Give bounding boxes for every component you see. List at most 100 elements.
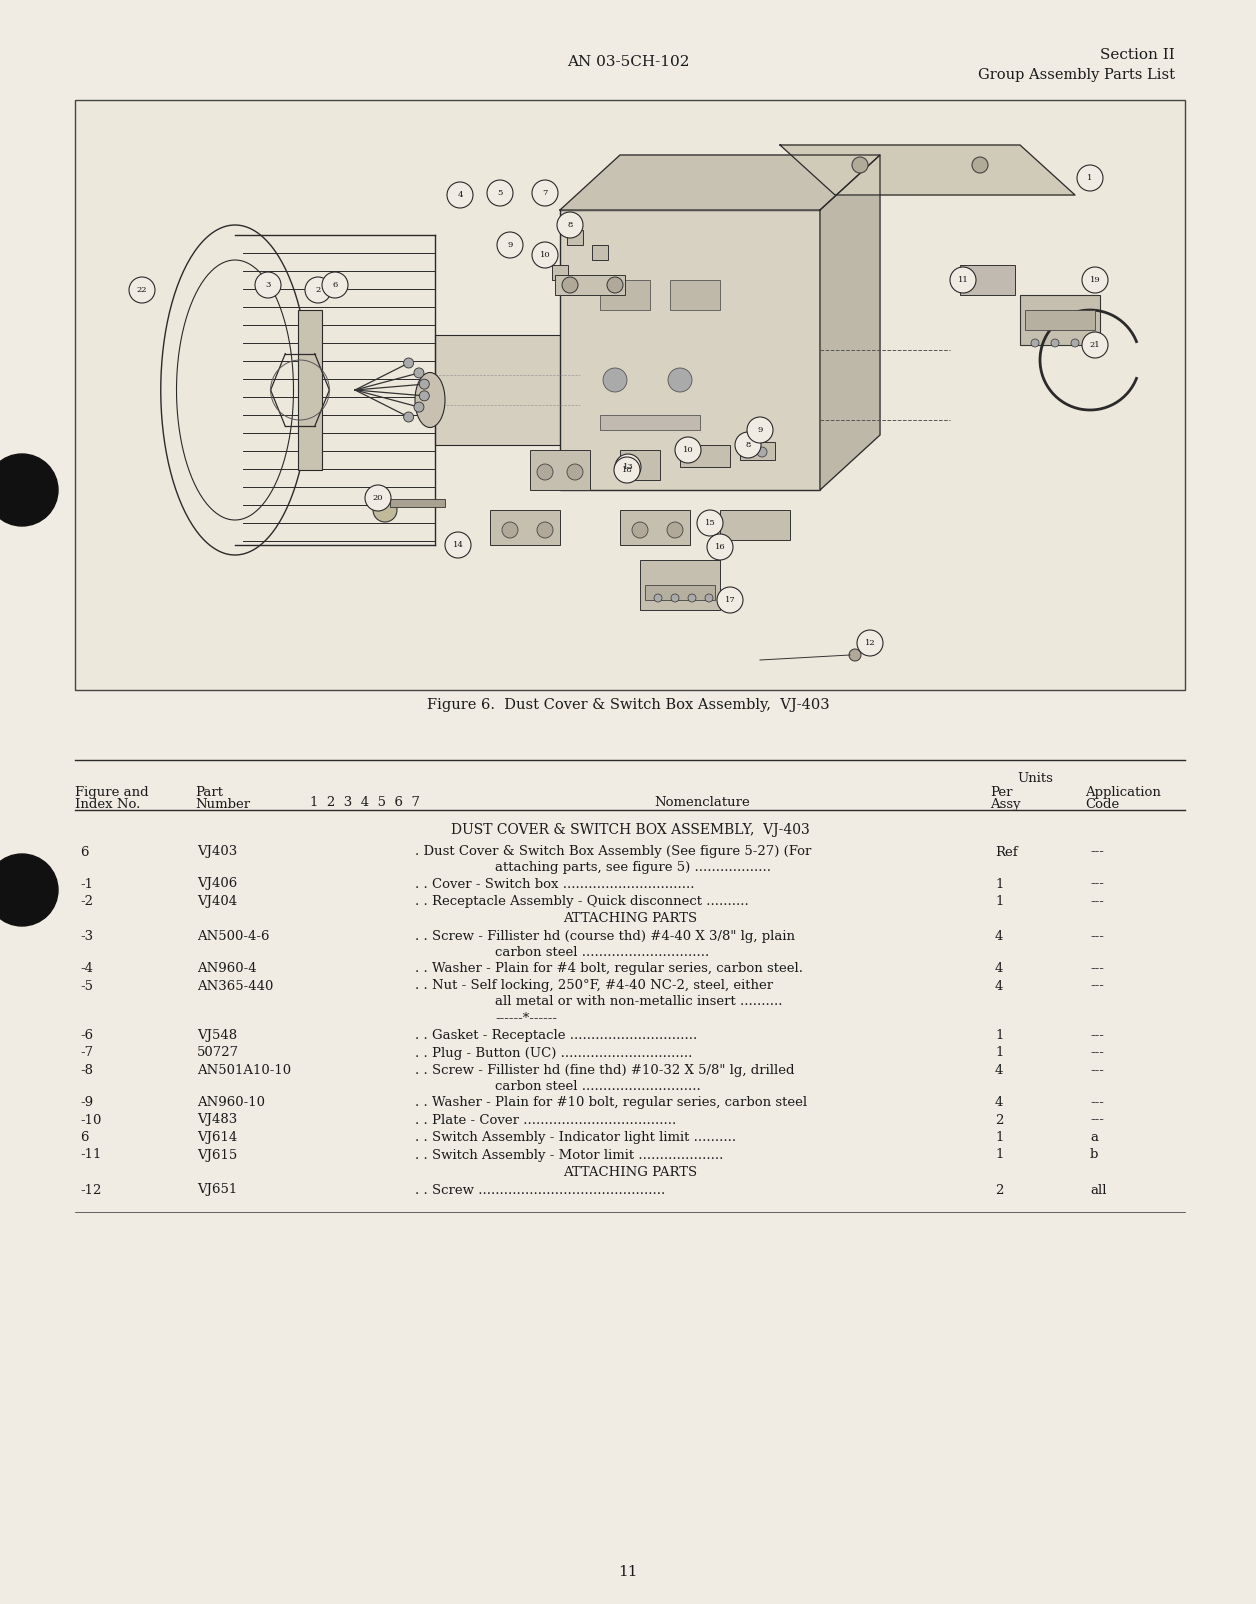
Text: 1: 1	[995, 1030, 1004, 1043]
Ellipse shape	[414, 372, 445, 428]
Circle shape	[414, 403, 425, 412]
Bar	[566, 229, 583, 245]
Text: . . Receptacle Assembly - Quick disconnect ..........: . . Receptacle Assembly - Quick disconne…	[414, 895, 749, 908]
Text: VJ615: VJ615	[197, 1148, 237, 1161]
Circle shape	[671, 593, 679, 602]
Circle shape	[1081, 266, 1108, 294]
Text: 6: 6	[80, 1131, 88, 1144]
Text: -8: -8	[80, 1063, 93, 1076]
Text: -5: -5	[80, 980, 93, 993]
Text: 21: 21	[1090, 342, 1100, 350]
Text: 4: 4	[995, 930, 1004, 943]
Text: DUST COVER & SWITCH BOX ASSEMBLY,  VJ-403: DUST COVER & SWITCH BOX ASSEMBLY, VJ-403	[451, 823, 809, 837]
Text: . . Nut - Self locking, 250°F, #4-40 NC-2, steel, either: . . Nut - Self locking, 250°F, #4-40 NC-…	[414, 980, 774, 993]
Text: Units: Units	[1017, 772, 1053, 784]
Text: 1: 1	[1088, 173, 1093, 181]
Text: carbon steel ..............................: carbon steel ...........................…	[495, 945, 710, 959]
Circle shape	[566, 464, 583, 480]
Bar	[641, 560, 720, 610]
Bar	[530, 451, 590, 489]
Bar	[592, 245, 608, 260]
Bar	[391, 499, 445, 507]
Text: 14: 14	[452, 541, 463, 549]
Text: Assy: Assy	[990, 799, 1021, 812]
Circle shape	[614, 457, 641, 483]
Circle shape	[857, 630, 883, 656]
Polygon shape	[560, 156, 880, 210]
Bar	[435, 335, 580, 444]
Text: all: all	[1090, 1184, 1107, 1197]
Text: 2: 2	[315, 286, 320, 294]
Circle shape	[717, 587, 744, 613]
Circle shape	[365, 484, 391, 512]
Text: 16: 16	[715, 544, 725, 552]
Text: Nomenclature: Nomenclature	[654, 796, 750, 808]
Text: 4: 4	[457, 191, 462, 199]
Text: Group Assembly Parts List: Group Assembly Parts List	[978, 67, 1176, 82]
Text: 9: 9	[757, 427, 762, 435]
Text: 10: 10	[683, 446, 693, 454]
Text: -1: -1	[80, 877, 93, 890]
Circle shape	[950, 266, 976, 294]
Text: VJ406: VJ406	[197, 877, 237, 890]
Bar	[720, 510, 790, 541]
Bar	[600, 415, 700, 430]
Circle shape	[735, 431, 761, 459]
Text: . . Plate - Cover ....................................: . . Plate - Cover ......................…	[414, 1113, 676, 1126]
Text: . . Screw - Fillister hd (fine thd) #10-32 X 5/8" lg, drilled: . . Screw - Fillister hd (fine thd) #10-…	[414, 1063, 795, 1076]
Text: b: b	[1090, 1148, 1099, 1161]
Text: 6: 6	[333, 281, 338, 289]
Text: 15: 15	[705, 520, 716, 528]
Circle shape	[1081, 332, 1108, 358]
Bar	[490, 510, 560, 545]
Text: . . Plug - Button (UC) ...............................: . . Plug - Button (UC) .................…	[414, 1046, 692, 1060]
Circle shape	[972, 157, 988, 173]
Text: a: a	[1090, 1131, 1098, 1144]
Text: ---: ---	[1090, 895, 1104, 908]
Text: VJ614: VJ614	[197, 1131, 237, 1144]
Text: 10: 10	[540, 250, 550, 258]
Circle shape	[688, 593, 696, 602]
Circle shape	[445, 533, 471, 558]
Text: ---: ---	[1090, 930, 1104, 943]
Text: AN500-4-6: AN500-4-6	[197, 930, 270, 943]
Text: -10: -10	[80, 1113, 102, 1126]
Text: AN960-4: AN960-4	[197, 962, 256, 975]
Text: 11: 11	[957, 276, 968, 284]
Text: ---: ---	[1090, 980, 1104, 993]
Text: 1: 1	[995, 895, 1004, 908]
Text: . . Switch Assembly - Indicator light limit ..........: . . Switch Assembly - Indicator light li…	[414, 1131, 736, 1144]
Text: . . Screw ............................................: . . Screw ..............................…	[414, 1184, 666, 1197]
Bar	[75, 99, 1184, 690]
Circle shape	[255, 273, 281, 298]
Text: VJ403: VJ403	[197, 845, 237, 858]
Circle shape	[129, 277, 154, 303]
Bar	[740, 443, 775, 460]
Circle shape	[0, 853, 58, 926]
Circle shape	[603, 367, 627, 391]
Text: . . Screw - Fillister hd (course thd) #4-40 X 3/8" lg, plain: . . Screw - Fillister hd (course thd) #4…	[414, 930, 795, 943]
Circle shape	[420, 391, 430, 401]
Bar	[560, 210, 820, 489]
Bar	[298, 310, 322, 470]
Bar	[960, 265, 1015, 295]
Text: 1: 1	[995, 877, 1004, 890]
Circle shape	[705, 593, 713, 602]
Circle shape	[615, 454, 641, 480]
Circle shape	[538, 521, 553, 537]
Circle shape	[502, 521, 517, 537]
Text: 1: 1	[995, 1046, 1004, 1060]
Text: AN 03-5CH-102: AN 03-5CH-102	[566, 55, 690, 69]
Circle shape	[305, 277, 332, 303]
Text: 1  2  3  4  5  6  7: 1 2 3 4 5 6 7	[310, 796, 420, 808]
Text: ---: ---	[1090, 1096, 1104, 1108]
Text: 3: 3	[265, 281, 271, 289]
Circle shape	[403, 358, 413, 367]
Circle shape	[849, 650, 862, 661]
Text: 8: 8	[568, 221, 573, 229]
Circle shape	[0, 454, 58, 526]
Text: Per: Per	[990, 786, 1012, 799]
Text: carbon steel ............................: carbon steel ...........................…	[495, 1079, 701, 1092]
Bar	[551, 265, 568, 281]
Circle shape	[420, 379, 430, 390]
